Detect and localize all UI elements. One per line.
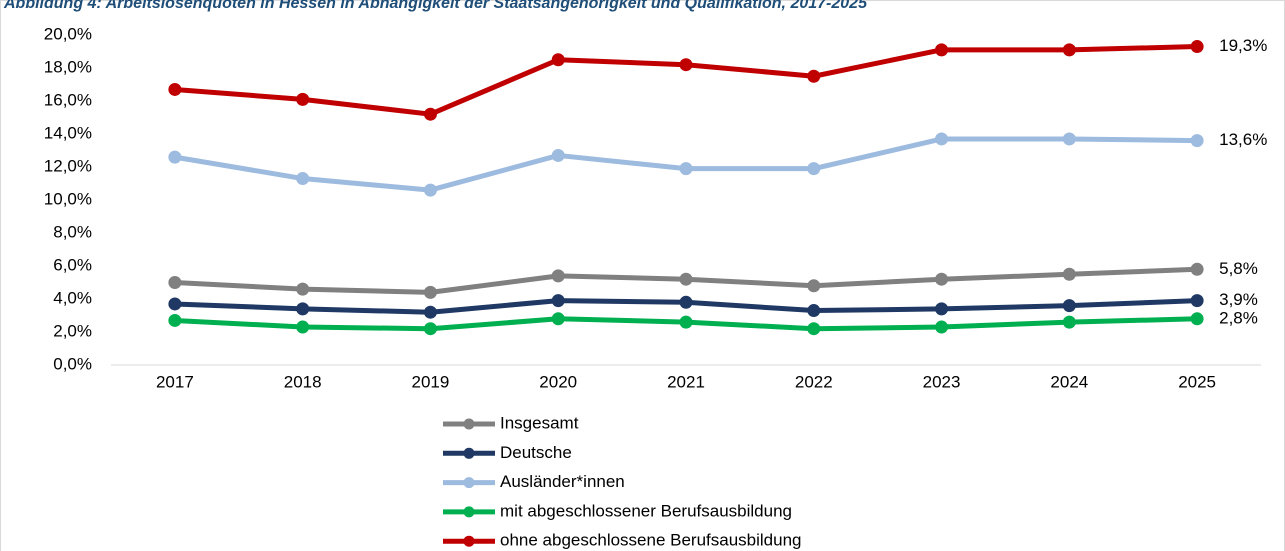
series-line: [174, 44, 1198, 117]
data-point: [807, 304, 821, 318]
legend-label: mit abgeschlossener Berufsausbildung: [500, 501, 792, 520]
data-point: [1062, 43, 1076, 57]
data-point: [551, 269, 565, 283]
x-tick-label: 2021: [667, 372, 705, 391]
data-point: [296, 320, 310, 334]
data-point: [1062, 315, 1076, 329]
legend-label: Ausländer*innen: [500, 472, 625, 491]
data-point: [679, 295, 693, 309]
data-point: [935, 43, 949, 57]
data-point: [168, 313, 182, 327]
data-point: [1062, 267, 1076, 281]
y-tick-label: 8,0%: [53, 222, 92, 241]
y-tick-label: 18,0%: [44, 57, 92, 76]
data-point: [168, 276, 182, 289]
data-label: 5,8%: [1219, 259, 1258, 278]
legend-label: ohne abgeschlossene Berufsausbildung: [500, 531, 802, 550]
data-label: 13,6%: [1219, 130, 1267, 149]
legend-marker: [463, 477, 475, 489]
y-tick-label: 4,0%: [53, 288, 92, 307]
y-tick-label: 2,0%: [53, 321, 92, 340]
legend-marker: [463, 506, 475, 518]
data-point: [1190, 294, 1204, 308]
data-point: [1190, 40, 1204, 54]
legend-marker: [463, 418, 475, 430]
data-label: 2,8%: [1219, 308, 1258, 327]
legend-label: Insgesamt: [500, 413, 579, 432]
data-point: [1062, 132, 1076, 146]
data-label: 19,3%: [1219, 36, 1267, 55]
data-point: [935, 320, 949, 334]
data-point: [423, 322, 437, 336]
x-tick-label: 2017: [156, 372, 194, 391]
data-point: [679, 58, 693, 72]
data-point: [296, 172, 310, 186]
x-tick-label: 2019: [412, 372, 450, 391]
data-point: [679, 272, 693, 286]
data-point: [168, 297, 182, 311]
data-point: [423, 183, 437, 197]
legend-marker: [463, 447, 475, 459]
x-tick-label: 2018: [284, 372, 322, 391]
data-point: [935, 302, 949, 316]
data-label: 3,9%: [1219, 290, 1258, 309]
x-tick-label: 2020: [539, 372, 577, 391]
data-point: [1190, 262, 1204, 276]
y-tick-label: 10,0%: [44, 189, 92, 208]
y-tick-label: 14,0%: [44, 123, 92, 142]
data-point: [551, 53, 565, 67]
x-tick-label: 2022: [795, 372, 833, 391]
data-point: [1062, 299, 1076, 313]
data-point: [935, 272, 949, 286]
data-point: [551, 312, 565, 326]
data-point: [296, 302, 310, 316]
data-point: [423, 285, 437, 299]
data-point: [551, 294, 565, 308]
data-point: [551, 148, 565, 162]
data-point: [807, 162, 821, 176]
data-point: [1190, 134, 1204, 148]
y-tick-label: 12,0%: [44, 156, 92, 175]
data-point: [679, 162, 693, 176]
data-point: [679, 315, 693, 329]
data-point: [423, 107, 437, 121]
x-tick-label: 2025: [1178, 372, 1216, 391]
data-point: [168, 150, 182, 164]
data-point: [296, 282, 310, 296]
data-point: [807, 69, 821, 83]
y-tick-label: 6,0%: [53, 255, 92, 274]
legend-label: Deutsche: [500, 443, 572, 462]
chart-title: Abbildung 4: Arbeitslosenquoten in Hesse…: [3, 0, 868, 12]
x-tick-label: 2023: [923, 372, 961, 391]
data-point: [935, 132, 949, 146]
legend-marker: [463, 535, 475, 547]
x-tick-label: 2024: [1050, 372, 1088, 391]
data-point: [423, 305, 437, 319]
y-tick-label: 16,0%: [44, 90, 92, 109]
data-point: [1190, 312, 1204, 326]
y-tick-label: 0,0%: [53, 354, 92, 373]
data-point: [168, 82, 182, 96]
data-point: [296, 92, 310, 106]
data-point: [807, 279, 821, 293]
data-point: [807, 322, 821, 336]
y-tick-label: 20,0%: [44, 24, 92, 43]
